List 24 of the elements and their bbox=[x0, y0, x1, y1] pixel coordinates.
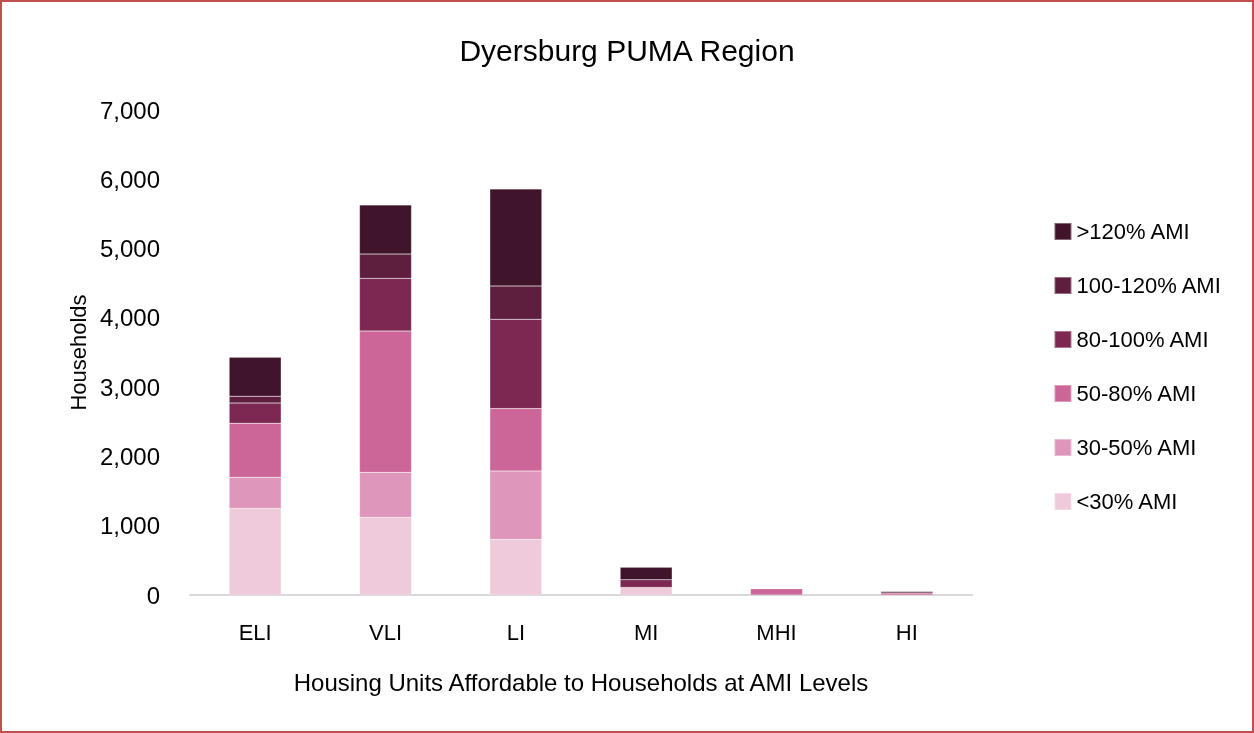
legend-label: 80-100% AMI bbox=[1076, 327, 1209, 352]
chart-title: Dyersburg PUMA Region bbox=[459, 33, 795, 67]
y-tick-label: 3,000 bbox=[99, 373, 160, 401]
legend-label: >120% AMI bbox=[1076, 219, 1190, 244]
x-tick-label: ELI bbox=[238, 619, 272, 645]
y-tick-label: 4,000 bbox=[99, 304, 160, 332]
x-axis-title: Housing Units Affordable to Households at AMI Levels bbox=[293, 668, 869, 696]
y-axis-title: Households bbox=[65, 294, 91, 411]
legend-label: 50-80% AMI bbox=[1076, 381, 1197, 406]
x-tick-label: MHI bbox=[756, 619, 797, 645]
bar bbox=[750, 588, 803, 595]
y-tick-label: 5,000 bbox=[99, 235, 160, 263]
y-tick-label: 0 bbox=[146, 581, 160, 609]
legend-label: 30-50% AMI bbox=[1076, 435, 1197, 460]
y-tick-label: 2,000 bbox=[99, 442, 160, 470]
x-tick-label: VLI bbox=[368, 619, 403, 645]
legend-label: <30% AMI bbox=[1076, 489, 1178, 514]
y-tick-label: 7,000 bbox=[99, 96, 160, 124]
y-tick-label: 6,000 bbox=[99, 165, 160, 193]
x-tick-label: LI bbox=[506, 619, 526, 645]
legend-label: 100-120% AMI bbox=[1076, 273, 1221, 298]
x-tick-label: HI bbox=[895, 619, 918, 645]
y-tick-label: 1,000 bbox=[99, 512, 160, 540]
x-tick-label: MI bbox=[633, 619, 659, 645]
